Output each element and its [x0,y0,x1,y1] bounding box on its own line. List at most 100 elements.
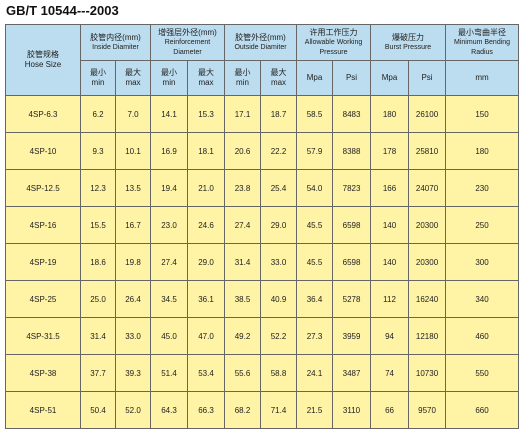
subheader-text: max [125,78,141,87]
table-cell: 71.4 [259,391,298,429]
subheader-cell: Mpa [296,60,334,96]
table-cell: 8388 [332,132,372,170]
table-cell: 25.4 [259,169,298,207]
table-cell: 58.5 [296,95,334,133]
table-cell: 4SP-19 [5,243,81,281]
subheader-cell: 最小 min [80,60,116,96]
table-cell: 140 [370,206,410,244]
table-cell: 7.0 [115,95,151,133]
table-cell: 4SP-25 [5,280,81,318]
table-cell: 33.0 [259,243,298,281]
table-cell: 47.0 [187,317,225,355]
subheader-cell: mm [445,60,520,96]
subheader-text: min [236,78,249,87]
table-cell: 4SP-51 [5,391,81,429]
table-cell: 45.5 [296,206,334,244]
table-cell: 27.3 [296,317,334,355]
subheader-text: 最小 [90,68,106,77]
table-cell: 68.2 [224,391,261,429]
table-cell: 9.3 [80,132,116,170]
table-row: 4SP-38 37.7 39.3 51.4 53.4 55.6 58.8 24.1 3487 74… [5,354,520,392]
table-cell: 20300 [408,243,447,281]
table-cell: 40.9 [259,280,298,318]
table-cell: 26100 [408,95,447,133]
header-text: Minimum Bending Radius [454,38,511,56]
subheader-text: Mpa [306,73,323,82]
table-cell: 94 [370,317,410,355]
table-cell: 3487 [332,354,372,392]
table-cell: 112 [370,280,410,318]
table-cell: 14.1 [150,95,188,133]
table-cell: 5278 [332,280,372,318]
header-cell: 许用工作压力 Allowable Working Pressure [296,24,372,61]
table-row: 4SP-25 25.0 26.4 34.5 36.1 38.5 40.9 36.4 5278 11… [5,280,520,318]
header-text: 胶管内径(mm) [90,32,141,42]
subheader-cell: Psi [408,60,447,96]
subheader-text: max [198,78,214,87]
header-cell: 增强层外径(mm) Reinforcement Diameter [150,24,225,61]
table-cell: 22.2 [259,132,298,170]
table-cell: 37.7 [80,354,116,392]
table-cell: 52.2 [259,317,298,355]
subheader-cell: Mpa [370,60,410,96]
header-text: 最小弯曲半径 [458,27,507,37]
table-cell: 15.3 [187,95,225,133]
subheader-text: mm [475,73,489,82]
table-cell: 16240 [408,280,447,318]
table-cell: 6598 [332,243,372,281]
subheader-text: 最小 [234,68,251,77]
table-cell: 23.8 [224,169,261,207]
table-cell: 19.4 [150,169,188,207]
subheader-cell: Psi [332,60,372,96]
table-cell: 20.6 [224,132,261,170]
table-row: 4SP-12.5 12.3 13.5 19.4 21.0 23.8 25.4 54.0 7823… [5,169,520,207]
table-cell: 19.8 [115,243,151,281]
table-cell: 45.5 [296,243,334,281]
table-cell: 31.4 [80,317,116,355]
table-row: 4SP-6.3 6.2 7.0 14.1 15.3 17.1 18.7 58.5 8483 180… [5,95,520,133]
table-cell: 66 [370,391,410,429]
table-cell: 460 [445,317,520,355]
table-cell: 33.0 [115,317,151,355]
table-cell: 52.0 [115,391,151,429]
table-cell: 10730 [408,354,447,392]
header-text: 爆破压力 [392,32,425,42]
header-text: 胶管规格 [27,50,59,59]
subheader-text: 最大 [198,68,214,77]
table-cell: 4SP-6.3 [5,95,81,133]
table-cell: 4SP-16 [5,206,81,244]
table-cell: 340 [445,280,520,318]
table-cell: 57.9 [296,132,334,170]
table-cell: 660 [445,391,520,429]
table-header: 胶管规格 Hose Size 胶管内径(mm) Inside Diamiter 增强层外… [5,24,520,96]
table-cell: 74 [370,354,410,392]
table-cell: 29.0 [187,243,225,281]
table-cell: 54.0 [296,169,334,207]
header-cell: 最小弯曲半径 Minimum Bending Radius [445,24,520,61]
table-row: 4SP-31.5 31.4 33.0 45.0 47.0 49.2 52.2 27.3 3959… [5,317,520,355]
table-body: 4SP-6.3 6.2 7.0 14.1 15.3 17.1 18.7 58.5 8483 180… [5,95,520,429]
table-cell: 4SP-38 [5,354,81,392]
subheader-text: 最小 [161,68,177,77]
header-text: 胶管外径(mm) [235,32,286,42]
table-cell: 51.4 [150,354,188,392]
table-cell: 55.6 [224,354,261,392]
table-cell: 31.4 [224,243,261,281]
header-cell: 胶管内径(mm) Inside Diamiter [80,24,151,61]
table-cell: 34.5 [150,280,188,318]
table-row: 4SP-19 18.6 19.8 27.4 29.0 31.4 33.0 45.5 6598 14… [5,243,520,281]
table-cell: 66.3 [187,391,225,429]
header-text: Outside Diamiter [234,43,287,51]
table-cell: 300 [445,243,520,281]
subheader-text: 最大 [125,68,141,77]
table-cell: 3959 [332,317,372,355]
table-cell: 140 [370,243,410,281]
table-cell: 27.4 [150,243,188,281]
table-cell: 64.3 [150,391,188,429]
table-cell: 29.0 [259,206,298,244]
header-text: 许用工作压力 [309,27,358,37]
table-cell: 38.5 [224,280,261,318]
table-cell: 36.4 [296,280,334,318]
table-cell: 53.4 [187,354,225,392]
